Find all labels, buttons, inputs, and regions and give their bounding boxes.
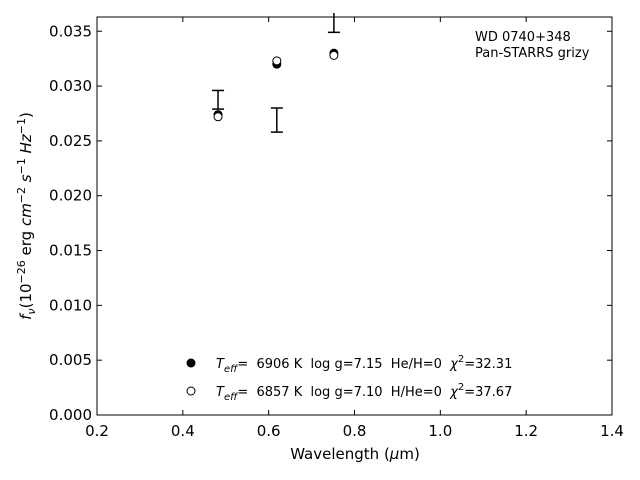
legend-marker-filled (186, 358, 196, 368)
observed-errorbar (270, 107, 283, 133)
y-tick-label: 0.005 (49, 351, 92, 369)
y-tick-label: 0.020 (49, 187, 92, 205)
y-tick-label: 0.000 (49, 406, 92, 424)
model-point-open (213, 112, 223, 122)
axis-ticks: 0.2 0.4 0.6 0.8 1.0 1.2 1.4 0.000 0.005 0.010 0.01… (49, 17, 624, 440)
y-tick-label: 0.035 (49, 22, 92, 40)
x-tick-label: 1.2 (514, 422, 538, 440)
legend-marker-open (186, 386, 196, 396)
annotation-survey-name: Pan-STARRS grizy (475, 46, 590, 61)
model-point-open (272, 56, 282, 66)
x-tick-label: 1.4 (600, 422, 624, 440)
x-tick-label: 0.4 (171, 422, 195, 440)
x-tick-label: 0.2 (85, 422, 109, 440)
y-tick-label: 0.030 (49, 77, 92, 95)
x-tick-label: 0.6 (257, 422, 281, 440)
observed-errorbars (212, 13, 340, 133)
observed-errorbar (327, 13, 340, 34)
x-tick-label: 1.0 (428, 422, 452, 440)
x-tick-label: 0.8 (343, 422, 367, 440)
x-axis-label: Wavelength (μm) (290, 445, 420, 463)
legend: Teff= 6906 K log g=7.15 He/H=0 χ2=32.31 … (186, 354, 512, 403)
model-point-open (329, 50, 339, 60)
annotation-object-name: WD 0740+348 (475, 30, 571, 45)
plot-area-frame (96, 16, 613, 416)
y-tick-label: 0.015 (49, 242, 92, 260)
model-points (213, 48, 339, 122)
y-tick-label: 0.025 (49, 132, 92, 150)
y-axis-label: fν(10−26 erg cm−2 s−1 Hz−1) (15, 112, 38, 320)
legend-entry-open: Teff= 6857 K log g=7.10 H/He=0 χ2=37.67 (216, 382, 512, 403)
legend-entry-filled: Teff= 6906 K log g=7.15 He/H=0 χ2=32.31 (216, 354, 512, 375)
observed-errorbar (212, 89, 225, 110)
y-tick-label: 0.010 (49, 296, 92, 314)
